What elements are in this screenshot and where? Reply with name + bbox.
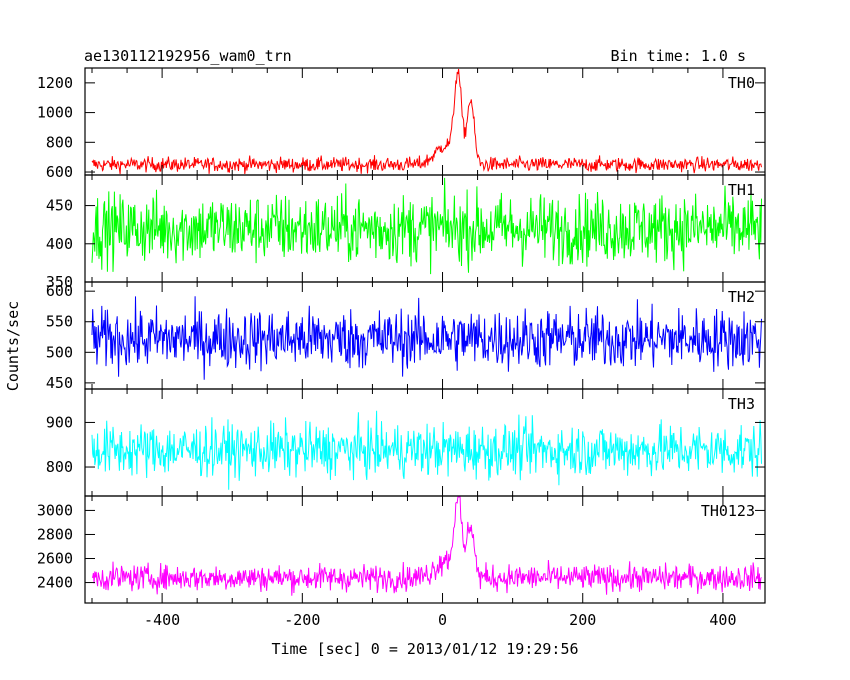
series-line-th0123: [91, 496, 762, 596]
y-tick-label: 800: [46, 458, 73, 476]
series-line-th0: [91, 68, 762, 175]
y-tick-label: 2600: [37, 550, 73, 568]
y-tick-label: 450: [46, 197, 73, 215]
chart-title: ae130112192956_wam0_trn: [84, 47, 292, 65]
x-tick-label: 400: [709, 611, 736, 629]
series-line-th2: [91, 296, 762, 380]
panel-frame: [84, 388, 766, 497]
panel-th2: TH2 450 500 550 600: [46, 281, 766, 392]
y-tick-label: 900: [46, 413, 73, 431]
y-tick-label: 400: [46, 235, 73, 253]
x-tick-label: 0: [438, 611, 447, 629]
y-tick-label: 3000: [37, 501, 73, 519]
panel-th1: TH1 350 400 450: [46, 174, 766, 291]
panel-label: TH1: [728, 181, 755, 199]
y-axis-label: Counts/sec: [4, 301, 22, 391]
x-axis-label: Time [sec] 0 = 2013/01/12 19:29:56: [271, 640, 578, 658]
series-line-th1: [91, 177, 762, 275]
panel-frame: [84, 495, 766, 604]
y-tick-label: 550: [46, 313, 73, 331]
x-tick-label: 200: [569, 611, 596, 629]
panels-group: TH0 600 800 1000 1200 TH1 350 400 450 TH2 450 500 55…: [37, 67, 766, 629]
y-tick-label: 800: [46, 133, 73, 151]
panel-th0123: TH0123 2400 2600 2800 3000: [37, 495, 766, 604]
panel-label: TH0: [728, 74, 755, 92]
y-tick-label: 450: [46, 374, 73, 392]
panel-frame: [84, 67, 766, 176]
y-tick-label: 1000: [37, 104, 73, 122]
y-tick-label: 600: [46, 282, 73, 300]
y-tick-label: 2800: [37, 525, 73, 543]
y-tick-label: 1200: [37, 74, 73, 92]
y-tick-label: 500: [46, 343, 73, 361]
panel-th3: TH3 800 900: [46, 388, 766, 497]
panel-label: TH2: [728, 288, 755, 306]
x-tick-label: -200: [284, 611, 320, 629]
panel-label: TH0123: [701, 502, 755, 520]
x-tick-label: -400: [144, 611, 180, 629]
y-tick-label: 350: [46, 273, 73, 291]
panel-label: TH3: [728, 395, 755, 413]
y-tick-label: 600: [46, 163, 73, 181]
series-line-th3: [91, 410, 762, 490]
panel-th0: TH0 600 800 1000 1200: [37, 67, 766, 181]
y-tick-label: 2400: [37, 574, 73, 592]
chart-subtitle: Bin time: 1.0 s: [611, 47, 746, 65]
